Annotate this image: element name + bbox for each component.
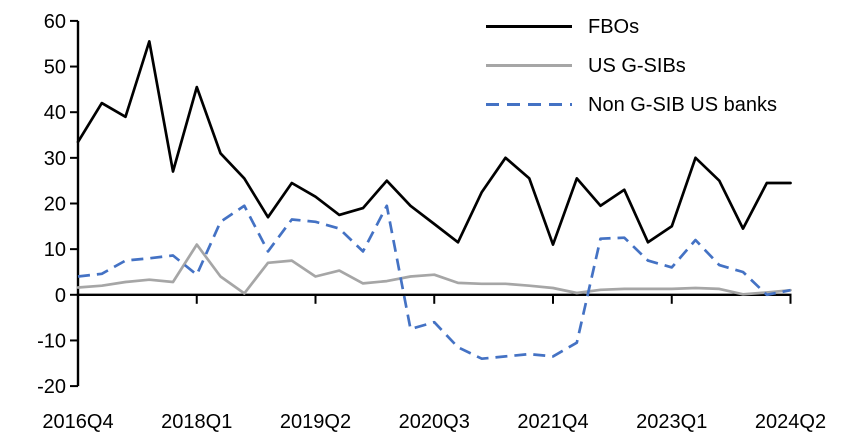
legend-item-us-gsibs: US G-SIBs xyxy=(486,46,777,85)
y-axis-tick-label: 0 xyxy=(55,285,66,307)
y-axis-tick-label: -10 xyxy=(37,330,66,352)
y-axis-tick-label: 50 xyxy=(44,57,66,79)
x-axis-tick-label: 2016Q4 xyxy=(42,411,113,433)
legend-label-us-gsibs: US G-SIBs xyxy=(588,54,686,77)
series-line-fbos xyxy=(76,40,792,246)
y-axis-tick-label: 40 xyxy=(44,102,66,124)
x-axis-tick-label: 2020Q3 xyxy=(399,411,470,433)
y-axis-tick-label: 10 xyxy=(44,239,66,261)
legend-line-non-gsib xyxy=(486,103,572,106)
x-axis-tick-label: 2018Q1 xyxy=(161,411,232,433)
x-axis-tick-label: 2019Q2 xyxy=(280,411,351,433)
x-axis-tick-label: 2023Q1 xyxy=(636,411,707,433)
legend-line-us-gsibs xyxy=(486,64,572,67)
legend: FBOs US G-SIBs Non G-SIB US banks xyxy=(486,7,777,124)
y-axis-tick-label: 60 xyxy=(44,11,66,33)
series-line-non-g-sib-us-banks xyxy=(77,204,791,361)
legend-item-non-gsib: Non G-SIB US banks xyxy=(486,85,777,124)
y-axis-tick-label: -20 xyxy=(37,376,66,398)
y-axis-tick-label: 30 xyxy=(44,148,66,170)
legend-label-non-gsib: Non G-SIB US banks xyxy=(588,93,777,116)
legend-line-fbos xyxy=(486,25,572,28)
x-axis-tick-label: 2021Q4 xyxy=(517,411,588,433)
legend-label-fbos: FBOs xyxy=(588,15,640,38)
x-axis-tick-label: 2024Q2 xyxy=(755,411,826,433)
series-line-us-g-sibs xyxy=(76,243,792,296)
legend-item-fbos: FBOs xyxy=(486,7,777,46)
y-axis-tick-label: 20 xyxy=(44,194,66,216)
